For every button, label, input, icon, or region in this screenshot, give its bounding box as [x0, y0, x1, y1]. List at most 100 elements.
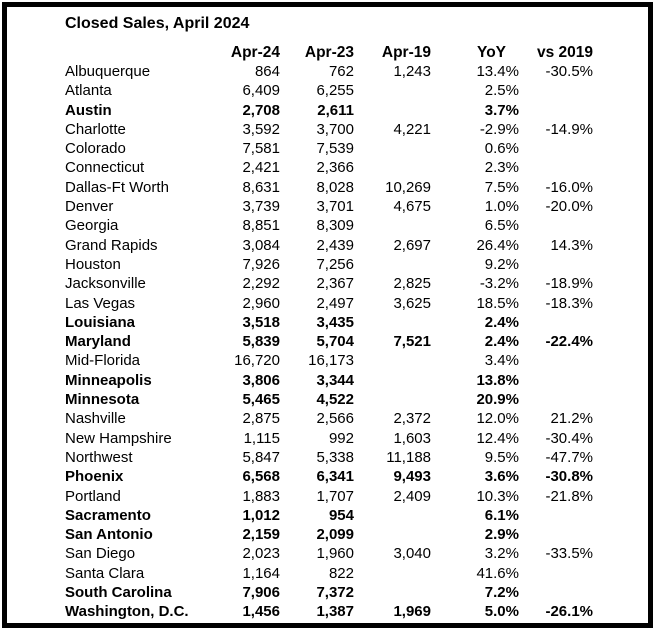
cell: -18.9% [545, 275, 593, 293]
cell: 5,839 [242, 333, 280, 351]
row-label: Louisiana [65, 313, 136, 331]
cell [354, 371, 431, 390]
cell: 3.2% [484, 545, 519, 563]
cell [354, 351, 431, 370]
row-label: Connecticut [65, 159, 145, 177]
header-row: Apr-24 Apr-23 Apr-19 YoY vs 2019 [65, 40, 593, 62]
cell: 4,522 [316, 391, 354, 409]
cell: 992 [328, 429, 354, 447]
row-label: Charlotte [65, 120, 126, 138]
cell: 6.5% [484, 217, 519, 235]
table-row: Portland 1,883 1,707 2,409 10.3% -21.8% [65, 487, 593, 506]
cell [519, 525, 593, 544]
cell: 2,159 [242, 526, 280, 544]
row-label: Atlanta [65, 82, 112, 100]
cell [519, 390, 593, 409]
cell: 21.2% [550, 410, 593, 428]
table-row: Northwest 5,847 5,338 11,188 9.5% -47.7% [65, 448, 593, 467]
cell: 6,341 [316, 468, 354, 486]
table-frame: Closed Sales, April 2024 Apr-24 Apr-23 Apr… [2, 2, 653, 628]
cell: 2,497 [316, 294, 354, 312]
cell: -21.8% [545, 487, 593, 505]
row-label: Nashville [65, 410, 126, 428]
cell: 7,256 [316, 255, 354, 273]
table-row: Grand Rapids 3,084 2,439 2,697 26.4% 14.3% [65, 236, 593, 255]
row-label: Albuquerque [65, 63, 151, 80]
cell [354, 583, 431, 602]
cell: 5,704 [316, 333, 354, 351]
cell: -16.0% [545, 178, 593, 196]
row-label: Colorado [65, 140, 126, 158]
table-row: Washington, D.C. 1,456 1,387 1,969 5.0% -26.1… [65, 602, 593, 621]
table-row: Phoenix 6,568 6,341 9,493 3.6% -30.8% [65, 467, 593, 486]
cell: 18.5% [476, 294, 519, 312]
cell: -26.1% [545, 603, 593, 621]
table-row: Louisiana 3,518 3,435 2.4% [65, 313, 593, 332]
cell: 8,309 [316, 217, 354, 235]
cell: 14.3% [550, 236, 593, 254]
cell [354, 506, 431, 525]
row-label: Washington, D.C. [65, 603, 189, 621]
row-label: Georgia [65, 217, 119, 235]
cell: 13.4% [476, 63, 519, 80]
cell: 1,456 [242, 603, 280, 621]
cell: 5,465 [242, 391, 280, 409]
cell: -22.4% [545, 333, 593, 351]
row-label: Mid-Florida [65, 352, 141, 370]
table-row: Houston 7,926 7,256 9.2% [65, 255, 593, 274]
table-header: Apr-24 Apr-23 Apr-19 YoY vs 2019 [65, 40, 593, 62]
table-row: Albuquerque 864 762 1,243 13.4% -30.5% [65, 62, 593, 81]
cell: 10,269 [385, 178, 431, 196]
row-label: New Hampshire [65, 429, 172, 447]
cell: 10.3% [476, 487, 519, 505]
cell: 1,603 [393, 429, 431, 447]
table-row: Charlotte 3,592 3,700 4,221 -2.9% -14.9% [65, 120, 593, 139]
cell: 3,701 [316, 198, 354, 216]
row-label: Santa Clara [65, 564, 145, 582]
cell [354, 564, 431, 583]
row-label: Jacksonville [65, 275, 146, 293]
cell [519, 313, 593, 332]
cell: 3,040 [393, 545, 431, 563]
cell: 16,173 [308, 352, 354, 370]
cell: 7,372 [316, 584, 354, 602]
cell: 6.1% [484, 506, 519, 524]
table-row: Georgia 8,851 8,309 6.5% [65, 216, 593, 235]
table-row: New Hampshire 1,115 992 1,603 12.4% -30.4% [65, 429, 593, 448]
cell: 4,221 [393, 120, 431, 138]
cell [354, 139, 431, 158]
row-label: Portland [65, 487, 121, 505]
cell: 2,409 [393, 487, 431, 505]
cell: 6,255 [316, 82, 354, 100]
row-label: Grand Rapids [65, 236, 158, 254]
cell: 3,435 [316, 313, 354, 331]
cell: 16,720 [234, 352, 280, 370]
row-label: Sacramento [65, 506, 151, 524]
cell: 2,566 [316, 410, 354, 428]
cell: 1,243 [393, 63, 431, 80]
row-label: Dallas-Ft Worth [65, 178, 169, 196]
cell [519, 564, 593, 583]
cell: -33.5% [545, 545, 593, 563]
cell: 864 [254, 63, 280, 80]
cell: 6,568 [242, 468, 280, 486]
cell: 11,188 [386, 448, 431, 466]
cell: 3,084 [242, 236, 280, 254]
table-row: Connecticut 2,421 2,366 2.3% [65, 158, 593, 177]
column-header-apr-19: Apr-19 [381, 43, 431, 61]
row-label: Denver [65, 198, 114, 216]
cell: -20.0% [545, 198, 593, 216]
cell [519, 81, 593, 100]
cell: 1,012 [242, 506, 280, 524]
cell: 4,675 [393, 198, 431, 216]
cell: 13.8% [476, 371, 519, 389]
cell: 3,806 [242, 371, 280, 389]
cell: -14.9% [545, 120, 593, 138]
cell [519, 371, 593, 390]
cell: 2,697 [393, 236, 431, 254]
cell [354, 101, 431, 120]
column-header-vs-2019: vs 2019 [536, 43, 593, 61]
row-label: Minneapolis [65, 371, 152, 389]
closed-sales-table: Apr-24 Apr-23 Apr-19 YoY vs 2019 Albuquerque… [65, 40, 593, 622]
table-row: Nashville 2,875 2,566 2,372 12.0% 21.2% [65, 409, 593, 428]
